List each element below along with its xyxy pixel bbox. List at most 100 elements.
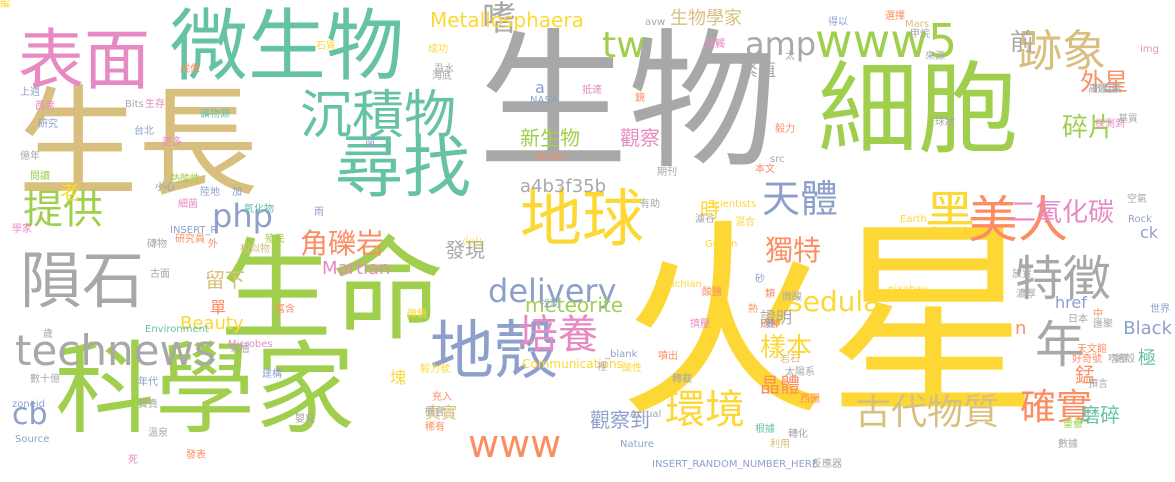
cloud-word: 陸地 [200,187,220,198]
cloud-word: 年 [1035,316,1085,374]
cloud-word: Noachian [655,279,702,290]
cloud-word: 轉載 [672,374,692,385]
cloud-word: 石質 [316,41,336,52]
cloud-word: 發現 [445,238,485,262]
cloud-word: 真實 [425,403,458,422]
cloud-word: 外星 [1080,68,1128,96]
cloud-word: 細菌 [178,199,198,210]
cloud-word: 砂 [755,274,765,285]
cloud-word: 球狀 [935,117,955,128]
cloud-word: 選擇 [885,11,905,22]
cloud-word: 古面 [150,269,170,280]
cloud-word: 溫泉 [148,428,168,439]
cloud-word: 探測到 [1095,119,1125,130]
cloud-word: 生存 [145,99,165,110]
cloud-word: 噴出 [658,351,678,362]
cloud-word: 生命 [220,226,444,356]
cloud-word: 蝨水 [434,64,454,75]
cloud-word: 中 [1093,309,1103,320]
cloud-word: 地球 [520,182,645,255]
cloud-word: 提供 [23,187,103,233]
cloud-word: 觀察 [620,126,660,150]
cloud-word: Nature [620,439,654,450]
cloud-word: 尋找 [335,129,472,208]
cloud-word: 繁殖 [740,60,776,81]
cloud-word: 晶體 [760,373,800,397]
cloud-word: meteorite [525,293,624,317]
cloud-word: 二氧化碳 [1010,198,1115,228]
cloud-word: sedula [788,285,881,318]
cloud-word: 跡象 [1018,26,1106,77]
cloud-word: 基質 [1118,114,1138,125]
cloud-word: 成像 [180,64,200,75]
cloud-word: 建構 [262,369,282,380]
cloud-word: 得以 [828,17,848,28]
cloud-word: 擠壓 [690,319,710,330]
cloud-word: 黑 [925,186,975,244]
cloud-word: 西席 [35,101,55,112]
cloud-word: NASA [530,95,558,106]
cloud-word: 混合 [735,217,755,228]
cloud-word: 充入 [432,392,452,403]
cloud-word: INSERT_RANDOM_NUMBER_HERE [652,459,819,470]
cloud-word: 生長 [18,75,258,214]
cloud-word: 嗜極 [1108,354,1128,365]
cloud-word: 環境 [665,387,745,433]
cloud-word: php [212,197,273,235]
cloud-word: INSERT_R [170,225,218,236]
cloud-word: 證明 [760,308,793,327]
cloud-word: Beauty [180,313,244,334]
cloud-word: 機會 [425,407,445,418]
cloud-word: amp [745,25,817,63]
cloud-word: a [535,78,545,97]
cloud-word: 數十億 [30,374,60,385]
cloud-word: 海底 [432,71,452,82]
cloud-word: 學家 [12,224,32,235]
cloud-word: 延伸 [760,319,780,330]
cloud-word: 氣層 [230,344,250,355]
cloud-word: 稀有 [425,422,445,433]
cloud-word: 磨碎 [1080,403,1120,427]
cloud-word: 發表 [186,450,206,461]
cloud-word: 美人 [968,191,1068,249]
cloud-word: 礦物源 [200,109,230,120]
cloud-word: 鏡 [635,93,645,104]
cloud-word: 研究員 [175,234,205,245]
cloud-word: 成功 [428,44,448,55]
cloud-word: 科學家 [55,331,355,448]
cloud-word: 數百萬 [1092,84,1122,95]
cloud-word: 寶貴 [138,399,158,410]
cloud-word: 時 [700,198,720,222]
cloud-word: 酸鹽 [702,287,722,298]
cloud-word: Scientists [708,199,757,210]
cloud-word: Martian [322,258,391,279]
cloud-word: pixabay [888,284,928,295]
cloud-word: 磚物 [147,239,167,250]
cloud-word: 生物 [478,16,779,190]
cloud-word: 相似物 [240,244,270,255]
cloud-word: Bits [125,99,144,110]
cloud-word: 抵達 [582,85,602,96]
cloud-word: 培養 [518,312,598,358]
cloud-word: Communications [522,357,623,371]
cloud-word: 火星 [618,200,1039,445]
cloud-word: 地殼 [430,315,558,389]
cloud-word: 殖民 [265,234,285,245]
cloud-word: 老 [60,180,80,204]
cloud-word: 小心 [155,182,175,193]
cloud-word: Black [1123,318,1172,339]
cloud-word: 生物學家 [670,8,742,29]
cloud-word: 放置 [1012,269,1032,280]
cloud-word: 特徵 [1015,251,1112,307]
cloud-word: 天文館 [1077,344,1107,355]
cloud-word: 好奇號 [1072,354,1102,365]
cloud-word: 匯聚 [1093,319,1113,330]
cloud-word: Rock [1128,214,1152,225]
cloud-word: Metallosphaera [430,8,584,32]
cloud-word: 高濃度 [1088,84,1118,95]
cloud-word: target [535,151,566,162]
cloud-word: 樣本 [760,333,813,363]
cloud-word: 熱酸性 [170,174,200,185]
cloud-word: 新生物 [520,126,580,150]
cloud-word: technews [15,326,216,375]
